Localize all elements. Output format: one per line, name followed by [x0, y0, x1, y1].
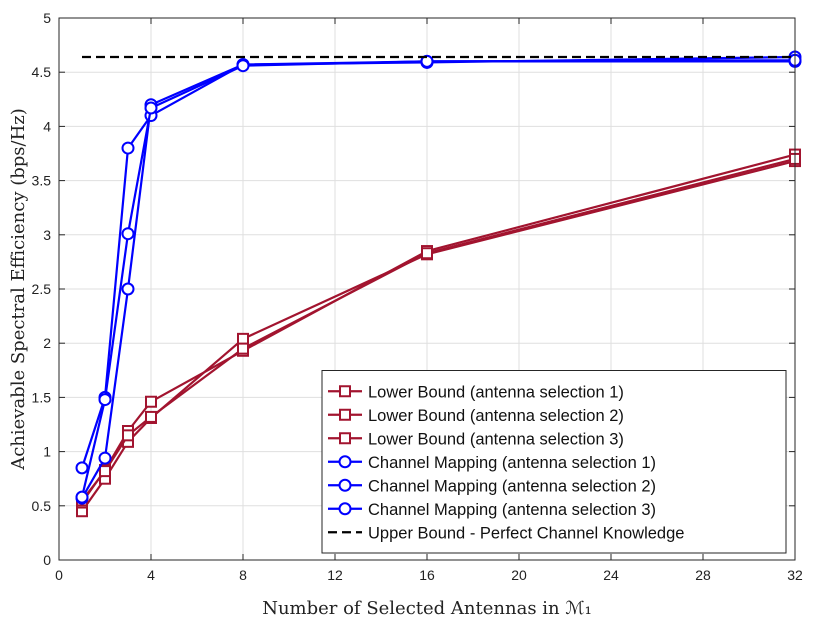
x-tick-label: 32: [787, 567, 803, 583]
data-point: [145, 410, 157, 423]
legend-marker: [338, 502, 352, 516]
y-tick-label: 4.5: [32, 64, 52, 80]
x-axis-title: Number of Selected Antennas in ℳ₁: [262, 598, 592, 619]
data-point: [421, 247, 433, 260]
data-point: [237, 342, 249, 355]
x-tick-label: 24: [603, 567, 619, 583]
data-point: [98, 393, 112, 407]
legend-marker: [338, 478, 352, 492]
data-point: [98, 451, 112, 465]
legend-label: Channel Mapping (antenna selection 2): [368, 477, 656, 495]
legend-marker: [338, 455, 352, 469]
legend-marker: [339, 408, 351, 421]
data-point: [121, 141, 135, 155]
y-tick-label: 1: [43, 444, 51, 460]
legend-marker: [339, 432, 351, 445]
data-point: [420, 54, 434, 68]
y-tick-label: 0.5: [32, 498, 52, 514]
x-tick-label: 4: [147, 567, 155, 583]
x-tick-label: 12: [327, 567, 343, 583]
legend-label: Channel Mapping (antenna selection 3): [368, 501, 656, 519]
data-point: [145, 395, 157, 408]
legend: Lower Bound (antenna selection 1) Lower B…: [321, 370, 787, 554]
y-tick-label: 3: [43, 227, 51, 243]
legend-entry: Lower Bound (antenna selection 2): [328, 407, 624, 425]
y-tick-label: 4: [43, 118, 51, 134]
y-tick-label: 3.5: [32, 173, 52, 189]
x-tick-label: 16: [419, 567, 435, 583]
legend-marker: [339, 385, 351, 398]
x-tick-label: 0: [55, 567, 63, 583]
legend-label: Channel Mapping (antenna selection 1): [368, 454, 656, 472]
x-tick-label: 20: [511, 567, 527, 583]
legend-entry: Upper Bound - Perfect Channel Knowledge: [328, 524, 684, 542]
legend-entry: Channel Mapping (antenna selection 3): [328, 501, 656, 519]
y-tick-label: 1.5: [32, 389, 52, 405]
data-point: [237, 332, 249, 345]
y-tick-label: 2.5: [32, 281, 52, 297]
data-point: [99, 465, 111, 478]
y-tick-label: 5: [43, 10, 51, 26]
legend-entry: Lower Bound (antenna selection 1): [328, 383, 624, 401]
legend-entry: Lower Bound (antenna selection 3): [328, 430, 624, 448]
data-point: [75, 490, 89, 504]
y-tick-label: 2: [43, 335, 51, 351]
data-point: [121, 227, 135, 241]
legend-entry: Channel Mapping (antenna selection 2): [328, 477, 656, 495]
x-tick-label: 28: [695, 567, 711, 583]
legend-box: [321, 370, 787, 554]
data-point: [121, 282, 135, 296]
legend-label: Upper Bound - Perfect Channel Knowledge: [368, 524, 684, 542]
series-layer: [75, 50, 802, 518]
data-point: [236, 59, 250, 73]
legend-label: Lower Bound (antenna selection 3): [368, 430, 624, 448]
data-point: [144, 101, 158, 115]
legend-label: Lower Bound (antenna selection 2): [368, 407, 624, 425]
y-axis-title: Achievable Spectral Efficiency (bps/Hz): [8, 108, 29, 471]
legend-label: Lower Bound (antenna selection 1): [368, 383, 624, 401]
axis-ticks: 0 4 8 12 16 20 24 28 32 0 0.5 1 1.5 2 2.5 3 3.5 4 4.5 5: [32, 10, 803, 583]
x-tick-label: 8: [239, 567, 247, 583]
series-6: [75, 53, 802, 504]
data-point: [75, 461, 89, 475]
legend-entry: Channel Mapping (antenna selection 1): [328, 454, 656, 472]
data-point: [122, 429, 134, 442]
y-tick-label: 0: [43, 552, 51, 568]
